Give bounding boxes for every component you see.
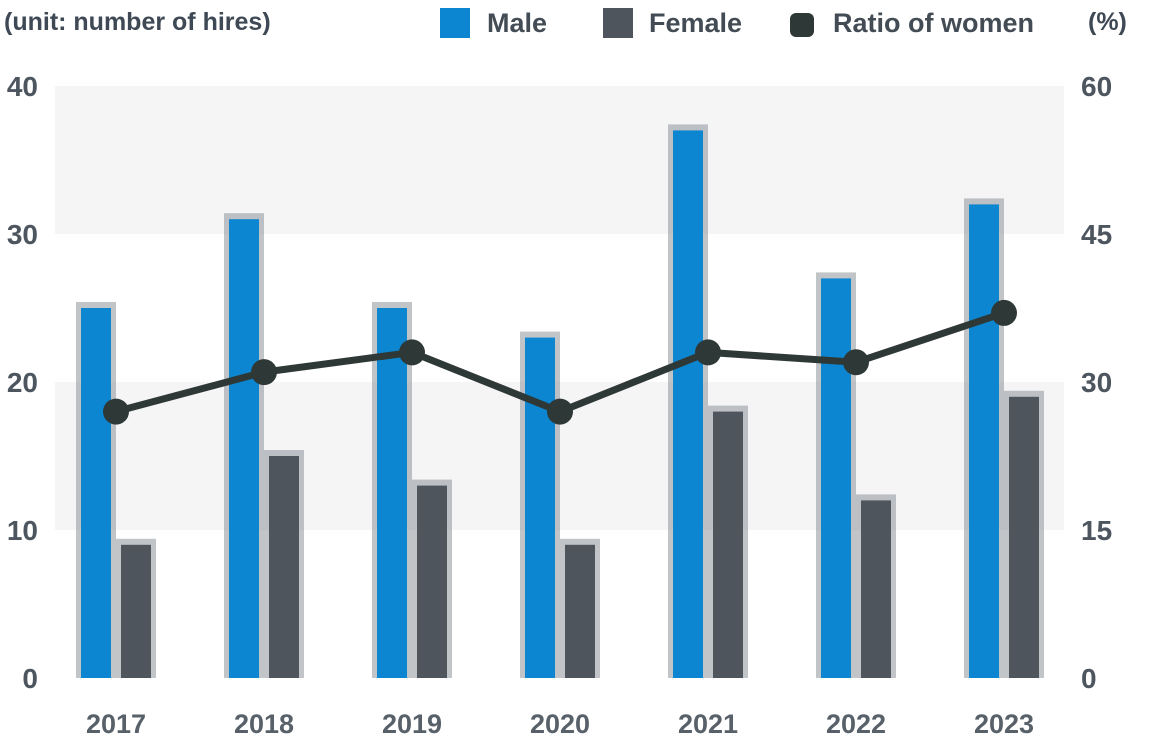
y-tick-right-60: 60 (1081, 71, 1112, 102)
bar-female-2022 (861, 500, 891, 678)
legend-female-label: Female (649, 8, 743, 38)
bar-female-2023 (1009, 396, 1039, 678)
chart-title: (unit: number of hires) (4, 8, 271, 36)
bar-female-2018 (269, 456, 299, 678)
line-point-2022 (843, 349, 869, 376)
band-0 (55, 86, 1064, 234)
bar-female-2021 (713, 411, 743, 678)
y-tick-left-10: 10 (7, 515, 38, 546)
bar-male-2021 (673, 130, 703, 678)
x-tick-2022: 2022 (826, 709, 886, 739)
line-point-2017 (103, 398, 129, 425)
y-tick-left-40: 40 (7, 71, 38, 102)
bar-male-2020 (525, 337, 555, 678)
y-tick-left-20: 20 (7, 367, 38, 398)
line-point-2018 (251, 359, 277, 386)
y-tick-left-0: 0 (22, 663, 38, 694)
legend-female-swatch (603, 8, 633, 38)
legend-ratio-label: Ratio of women (833, 8, 1034, 38)
x-tick-2023: 2023 (974, 709, 1034, 739)
y-tick-right-15: 15 (1081, 515, 1112, 546)
line-point-2019 (399, 339, 425, 366)
line-point-2023 (991, 299, 1017, 326)
bar-male-2017 (81, 308, 111, 678)
bar-male-2022 (821, 278, 851, 678)
x-tick-2018: 2018 (234, 709, 294, 739)
y-tick-right-45: 45 (1081, 219, 1112, 250)
bar-female-2019 (417, 485, 447, 678)
bar-female-2020 (565, 544, 595, 678)
x-tick-2017: 2017 (86, 709, 146, 739)
bar-male-2019 (377, 308, 407, 678)
y-tick-right-0: 0 (1081, 663, 1097, 694)
bar-female-2017 (121, 544, 151, 678)
line-point-2021 (695, 339, 721, 366)
right-axis-unit: (%) (1088, 8, 1127, 36)
x-tick-2019: 2019 (382, 709, 442, 739)
legend-male-swatch (440, 8, 470, 38)
legend-male-label: Male (487, 8, 548, 38)
x-tick-2021: 2021 (678, 709, 738, 739)
y-tick-right-30: 30 (1081, 367, 1112, 398)
bar-male-2023 (969, 204, 999, 678)
line-point-2020 (547, 398, 573, 425)
legend-ratio-swatch (790, 13, 814, 37)
x-tick-2020: 2020 (530, 709, 590, 739)
y-tick-left-30: 30 (7, 219, 38, 250)
bar-male-2018 (229, 219, 259, 678)
